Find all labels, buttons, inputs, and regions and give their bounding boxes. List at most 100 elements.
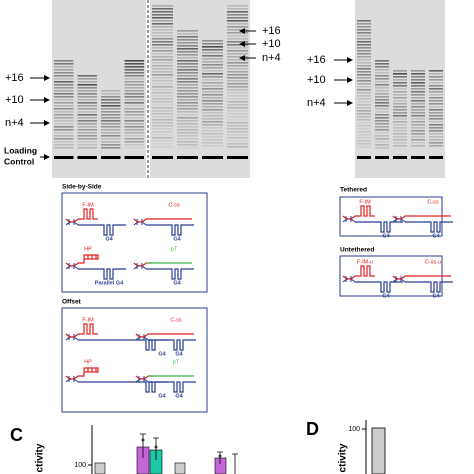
gel-band (202, 91, 223, 93)
gel-band (357, 65, 371, 67)
strand-top-duplex (135, 333, 149, 338)
panel-letter: D (306, 419, 319, 439)
gel-band (177, 126, 198, 128)
gel-band (393, 103, 407, 105)
gel-band (124, 87, 144, 89)
gel-band (375, 141, 389, 143)
y-axis-label: ctivity (35, 443, 46, 472)
gel-band (101, 147, 121, 149)
gel-band (101, 117, 121, 119)
g4-strand (148, 339, 196, 351)
gel-band (54, 147, 74, 149)
gel-band (411, 115, 425, 117)
gel-band (54, 126, 74, 128)
gel-band (152, 59, 173, 61)
gel-band (54, 90, 74, 92)
gel-band (202, 145, 223, 147)
gel-band (202, 40, 223, 42)
loading-band (393, 156, 407, 159)
gel-band (124, 69, 144, 71)
gel-band (429, 130, 443, 132)
gel-band (54, 81, 74, 83)
gel-band (152, 20, 173, 22)
gel-band (375, 144, 389, 146)
gel-band (227, 83, 248, 85)
gel-band (177, 60, 198, 62)
gel-band (202, 139, 223, 141)
gel-band (227, 8, 248, 10)
gel-band (357, 146, 371, 148)
gel-band (152, 77, 173, 79)
gel-band (202, 133, 223, 135)
gel-band (77, 84, 97, 86)
strand-top (355, 265, 375, 277)
gel-band (77, 75, 97, 77)
gel-band (202, 118, 223, 120)
gel-band (393, 124, 407, 126)
gel-band (357, 143, 371, 145)
gel-band (124, 102, 144, 104)
gel-band (54, 111, 74, 113)
gel-band (124, 117, 144, 119)
gel-band (357, 128, 371, 130)
gel-band (357, 80, 371, 82)
gel-band (357, 29, 371, 31)
gel-band (227, 101, 248, 103)
gel-band (375, 105, 389, 107)
gel-band (227, 98, 248, 100)
gel-band (124, 78, 144, 80)
gel-band (429, 136, 443, 138)
gel-band (411, 97, 425, 99)
strand-top (78, 367, 99, 377)
strand-top-duplex (65, 375, 79, 380)
gel-band (227, 131, 248, 133)
band-label: +10 (307, 74, 326, 86)
gel-band (202, 73, 223, 75)
gel-band (393, 127, 407, 129)
gel-band (357, 134, 371, 136)
gel-band (177, 42, 198, 44)
gel-band (227, 62, 248, 64)
gel-band (101, 108, 121, 110)
gel-band (411, 103, 425, 105)
gel-band (393, 82, 407, 84)
gel-band (375, 63, 389, 65)
gel-band (375, 78, 389, 80)
gel-band (152, 80, 173, 82)
gel-band (357, 116, 371, 118)
gel-band (152, 41, 173, 43)
gel-band (124, 135, 144, 137)
gel-band (227, 137, 248, 139)
gel-band (77, 114, 97, 116)
dot (141, 438, 145, 442)
gel-band (152, 143, 173, 145)
gel-band (152, 146, 173, 148)
gel-band (393, 115, 407, 117)
gel-band (177, 132, 198, 134)
box-title: Side-by-Side (62, 184, 102, 191)
gel-band (177, 96, 198, 98)
loading-band (177, 156, 198, 159)
gel-band (101, 123, 121, 125)
gel-band (357, 101, 371, 103)
gel-band (227, 14, 248, 16)
gel-band (177, 78, 198, 80)
g4-label: G4 (382, 293, 390, 299)
gel-band (375, 72, 389, 74)
gel-band (357, 32, 371, 34)
gel-band (227, 41, 248, 43)
gel-band (375, 99, 389, 101)
gel-band (375, 102, 389, 104)
gel-band (227, 68, 248, 70)
gel-band (54, 102, 74, 104)
gel-band (429, 82, 443, 84)
gel-band (124, 90, 144, 92)
gel-band (152, 119, 173, 121)
gel-band (124, 81, 144, 83)
gel-band (202, 64, 223, 66)
gel-band (54, 99, 74, 101)
construct-label: HP (84, 246, 92, 252)
gel-band (124, 120, 144, 122)
g4-label: G4 (432, 293, 440, 299)
gel-band (227, 59, 248, 61)
